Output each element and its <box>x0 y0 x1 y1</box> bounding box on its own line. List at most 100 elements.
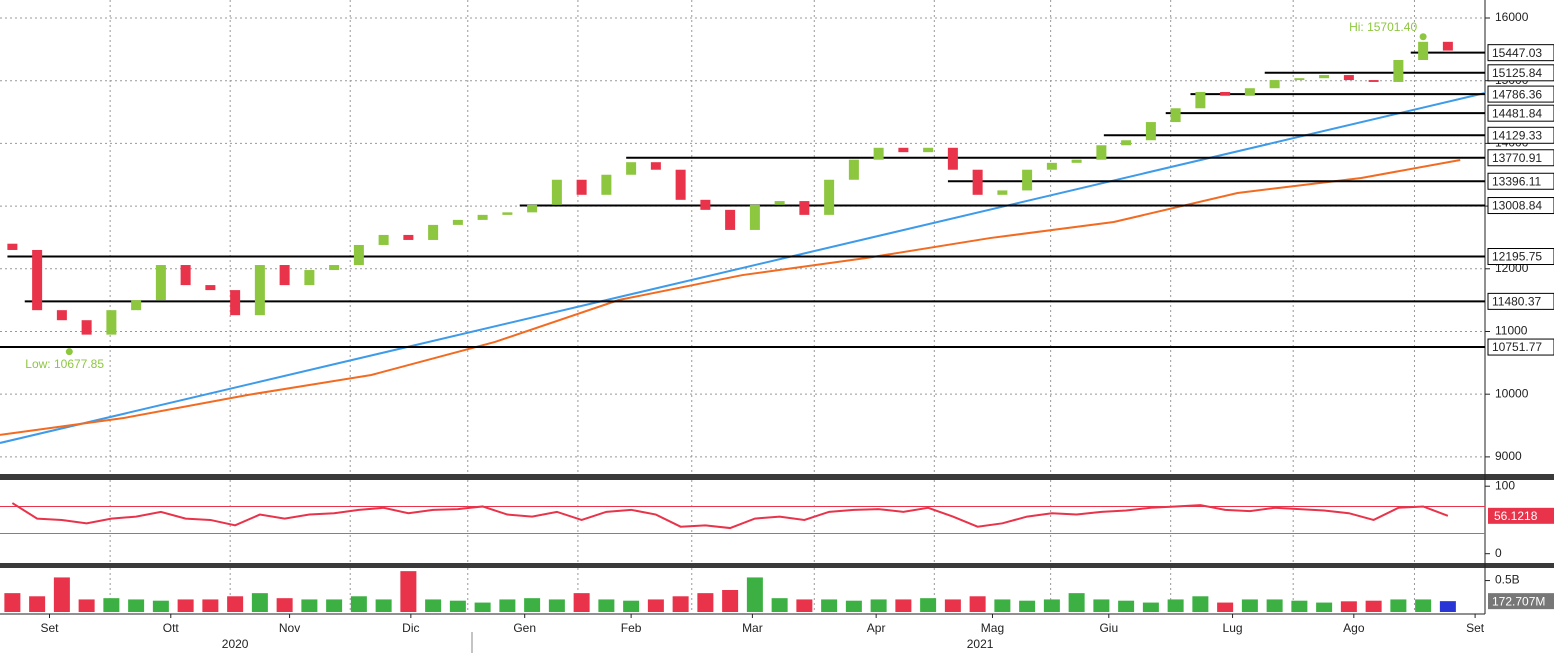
volume-bar <box>326 599 343 612</box>
level-label-box <box>1487 338 1554 356</box>
level-label-box <box>1487 248 1554 266</box>
level-label: 15125.84 <box>1492 66 1542 80</box>
x-tick-label: Giu <box>1099 621 1118 635</box>
candle <box>997 190 1008 195</box>
candle <box>923 147 934 153</box>
level-label: 14481.84 <box>1492 106 1542 120</box>
candle <box>601 174 612 195</box>
candle <box>403 234 414 240</box>
volume-bar <box>969 596 986 612</box>
volume-bar <box>375 599 392 612</box>
candle <box>1294 78 1305 81</box>
volume-bar <box>1266 599 1283 612</box>
volume-bar <box>1365 600 1382 612</box>
rsi-label-box <box>1488 507 1554 524</box>
volume-bar <box>746 577 763 612</box>
volume-bar <box>1118 600 1135 612</box>
rsi-line <box>11 502 1449 530</box>
volume-bar <box>845 600 862 612</box>
candle <box>1418 41 1429 61</box>
candle <box>725 209 736 230</box>
candle <box>626 162 637 175</box>
candle <box>452 219 463 225</box>
candle <box>675 169 686 200</box>
candle <box>1368 80 1379 82</box>
candle <box>155 265 166 301</box>
volume-bar <box>994 599 1011 612</box>
candle <box>749 204 760 230</box>
extreme-marker <box>1419 33 1427 41</box>
y-tick-label: 16000 <box>1495 10 1529 24</box>
candle <box>1096 145 1107 160</box>
level-label-box <box>1487 149 1554 167</box>
volume-bar <box>4 593 21 612</box>
candle <box>477 214 488 220</box>
volume-bar <box>920 598 937 612</box>
x-tick-label: Dic <box>402 621 419 635</box>
candle <box>1343 75 1354 81</box>
candle <box>1046 162 1057 170</box>
level-label: 14786.36 <box>1492 87 1542 101</box>
volume-bar <box>276 598 293 612</box>
volume-bar <box>350 596 367 612</box>
volume-bar <box>1316 602 1333 612</box>
level-label-box <box>1487 44 1554 62</box>
volume-bar <box>796 599 813 612</box>
volume-bar <box>1291 600 1308 612</box>
volume-bar <box>78 599 95 612</box>
candle <box>378 234 389 245</box>
volume-bar <box>251 593 268 612</box>
volume-bar <box>425 599 442 612</box>
level-label: 13770.91 <box>1492 151 1542 165</box>
y-tick-label: 0.5B <box>1495 573 1520 587</box>
volume-bar <box>771 598 788 612</box>
level-label-box <box>1487 292 1554 310</box>
y-tick-label: 0 <box>1495 546 1502 560</box>
candle <box>1071 159 1082 163</box>
volume-bar <box>573 593 590 612</box>
candle <box>56 310 67 321</box>
candle <box>1145 122 1156 141</box>
level-label-box <box>1487 197 1554 215</box>
candle <box>106 310 117 335</box>
candle <box>131 300 142 311</box>
y-tick-label: 10000 <box>1495 386 1529 400</box>
candle <box>1195 91 1206 109</box>
volume-label: 172.707M <box>1492 594 1545 608</box>
volume-bar <box>672 596 689 612</box>
volume-bar <box>1192 596 1209 612</box>
volume-bar <box>1217 602 1234 612</box>
x-tick-label: Ott <box>163 621 180 635</box>
volume-bar <box>177 599 194 612</box>
volume-bar <box>53 577 70 612</box>
volume-bar <box>1415 599 1432 612</box>
y-tick-label: 100 <box>1495 478 1515 492</box>
candle <box>7 243 18 250</box>
volume-bar <box>1043 599 1060 612</box>
candle <box>947 147 958 170</box>
volume-bar <box>103 598 120 612</box>
candle <box>1244 88 1255 96</box>
volume-bar <box>499 599 516 612</box>
volume-bar <box>1142 602 1159 612</box>
candle <box>1121 140 1132 146</box>
level-label: 14129.33 <box>1492 128 1542 142</box>
candle <box>898 147 909 153</box>
candle <box>576 179 587 195</box>
volume-bar <box>1019 600 1036 612</box>
level-label: 15447.03 <box>1492 46 1542 60</box>
panel-separator <box>0 563 1554 568</box>
level-label-box <box>1487 172 1554 190</box>
volume-bar <box>1093 599 1110 612</box>
candle <box>1442 41 1453 51</box>
panel-separator <box>0 474 1554 480</box>
volume-bar <box>944 599 961 612</box>
volume-bar <box>722 590 739 612</box>
trend-line <box>0 92 1486 444</box>
candle <box>180 265 191 286</box>
x-tick-label: Nov <box>279 621 300 635</box>
x-tick-label: Feb <box>621 621 642 635</box>
candle <box>205 285 216 291</box>
y-tick-label: 9000 <box>1495 449 1522 463</box>
